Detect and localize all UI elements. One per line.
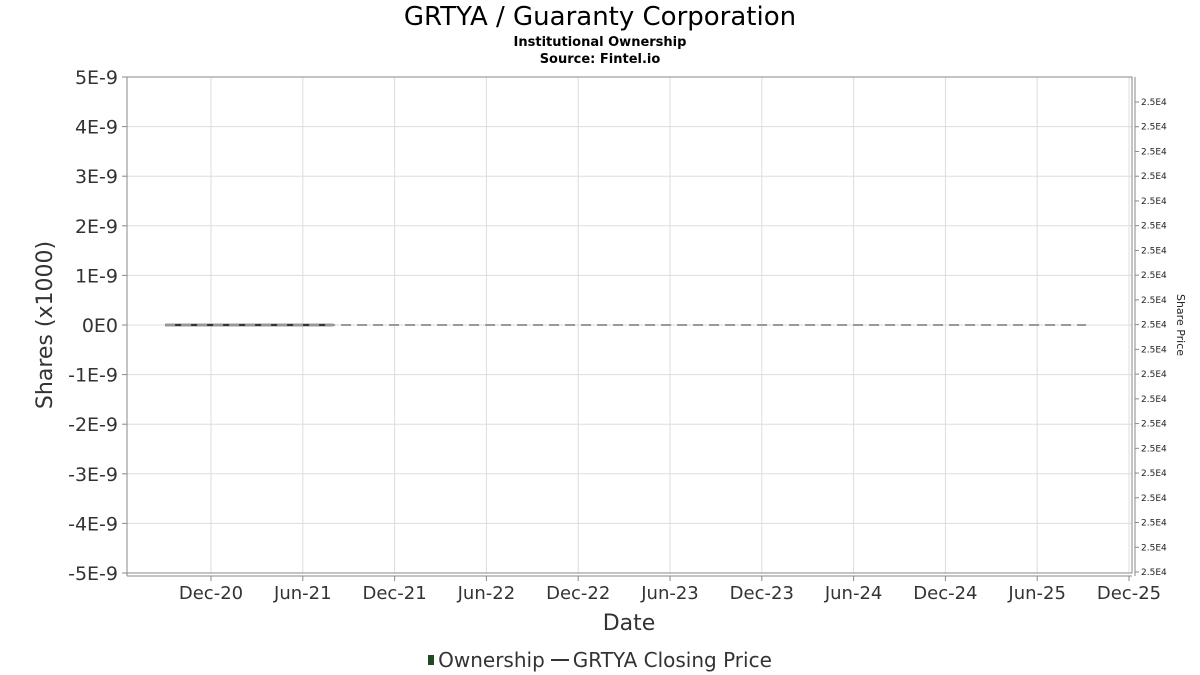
y-tick-label: -1E-9 bbox=[68, 365, 118, 387]
y2-tick-label: 2.5E4 bbox=[1141, 568, 1167, 578]
legend-price: GRTYA Closing Price bbox=[545, 648, 772, 672]
legend-ownership: Ownership bbox=[428, 648, 545, 672]
legend-price-label: GRTYA Closing Price bbox=[572, 648, 772, 672]
y-tick-label: -5E-9 bbox=[68, 563, 118, 585]
y-tick-label: 5E-9 bbox=[75, 67, 118, 89]
y2-tick-label: 2.5E4 bbox=[1141, 543, 1167, 553]
x-tick-label: Jun-22 bbox=[457, 583, 516, 604]
x-tick-label: Jun-25 bbox=[1007, 583, 1066, 604]
y2-tick-label: 2.5E4 bbox=[1141, 494, 1167, 504]
chart-title: GRTYA / Guaranty Corporation bbox=[403, 2, 797, 32]
x-tick-label: Dec-23 bbox=[730, 583, 794, 604]
x-tick-label: Jun-24 bbox=[824, 583, 883, 604]
y-tick-label: 3E-9 bbox=[75, 166, 118, 188]
y2-tick-label: 2.5E4 bbox=[1141, 469, 1167, 479]
y-tick-label: 1E-9 bbox=[75, 265, 118, 287]
y2-axis-label: Share Price bbox=[1174, 294, 1187, 356]
y-tick-label: 0E0 bbox=[82, 315, 118, 337]
y2-tick-label: 2.5E4 bbox=[1141, 321, 1167, 331]
chart-subtitle: Institutional Ownership bbox=[513, 35, 687, 50]
x-tick-label: Dec-22 bbox=[546, 583, 610, 604]
y2-tick-labels: 2.5E4 2.5E4 2.5E4 2.5E4 2.5E4 2.5E4 2.5E4 2.5E4… bbox=[1135, 98, 1167, 578]
y2-tick-label: 2.5E4 bbox=[1141, 222, 1167, 232]
x-tick-label: Dec-21 bbox=[362, 583, 426, 604]
y2-tick-label: 2.5E4 bbox=[1141, 395, 1167, 405]
y2-tick-label: 2.5E4 bbox=[1141, 123, 1167, 133]
y-axis-label: Shares (x1000) bbox=[33, 241, 58, 409]
y-tick-label: -2E-9 bbox=[68, 414, 118, 436]
x-tick-label: Dec-24 bbox=[913, 583, 977, 604]
x-tick-label: Jun-23 bbox=[640, 583, 699, 604]
x-axis-label: Date bbox=[603, 611, 656, 636]
y2-tick-label: 2.5E4 bbox=[1141, 370, 1167, 380]
x-tick-label: Dec-25 bbox=[1097, 583, 1161, 604]
x-tick-label: Dec-20 bbox=[179, 583, 243, 604]
y-tick-label: 4E-9 bbox=[75, 117, 118, 139]
y-tick-label: -4E-9 bbox=[68, 513, 118, 535]
x-tick-labels: Dec-20 Jun-21 Dec-21 Jun-22 Dec-22 Jun-23 Dec-… bbox=[179, 576, 1161, 604]
legend-ownership-label: Ownership bbox=[438, 648, 545, 672]
y2-tick-label: 2.5E4 bbox=[1141, 444, 1167, 454]
y2-tick-label: 2.5E4 bbox=[1141, 519, 1167, 529]
chart-source: Source: Fintel.io bbox=[539, 52, 661, 67]
y2-tick-label: 2.5E4 bbox=[1141, 420, 1167, 430]
y2-tick-label: 2.5E4 bbox=[1141, 246, 1167, 256]
price-line-swatch-icon bbox=[550, 659, 569, 661]
y2-tick-label: 2.5E4 bbox=[1141, 296, 1167, 306]
y2-tick-label: 2.5E4 bbox=[1141, 147, 1167, 157]
y2-tick-label: 2.5E4 bbox=[1141, 345, 1167, 355]
x-tick-label: Jun-21 bbox=[273, 583, 332, 604]
y2-tick-label: 2.5E4 bbox=[1141, 98, 1167, 108]
legend: Ownership GRTYA Closing Price bbox=[0, 647, 1200, 673]
y2-tick-label: 2.5E4 bbox=[1141, 197, 1167, 207]
y-tick-labels: 5E-9 4E-9 3E-9 2E-9 1E-9 0E0 -1E-9 -2E-9 -3E-9 -4… bbox=[68, 67, 127, 585]
y-tick-label: 2E-9 bbox=[75, 216, 118, 238]
y2-tick-label: 2.5E4 bbox=[1141, 172, 1167, 182]
ownership-swatch-icon bbox=[428, 655, 435, 665]
y2-tick-label: 2.5E4 bbox=[1141, 271, 1167, 281]
y-tick-label: -3E-9 bbox=[68, 464, 118, 486]
